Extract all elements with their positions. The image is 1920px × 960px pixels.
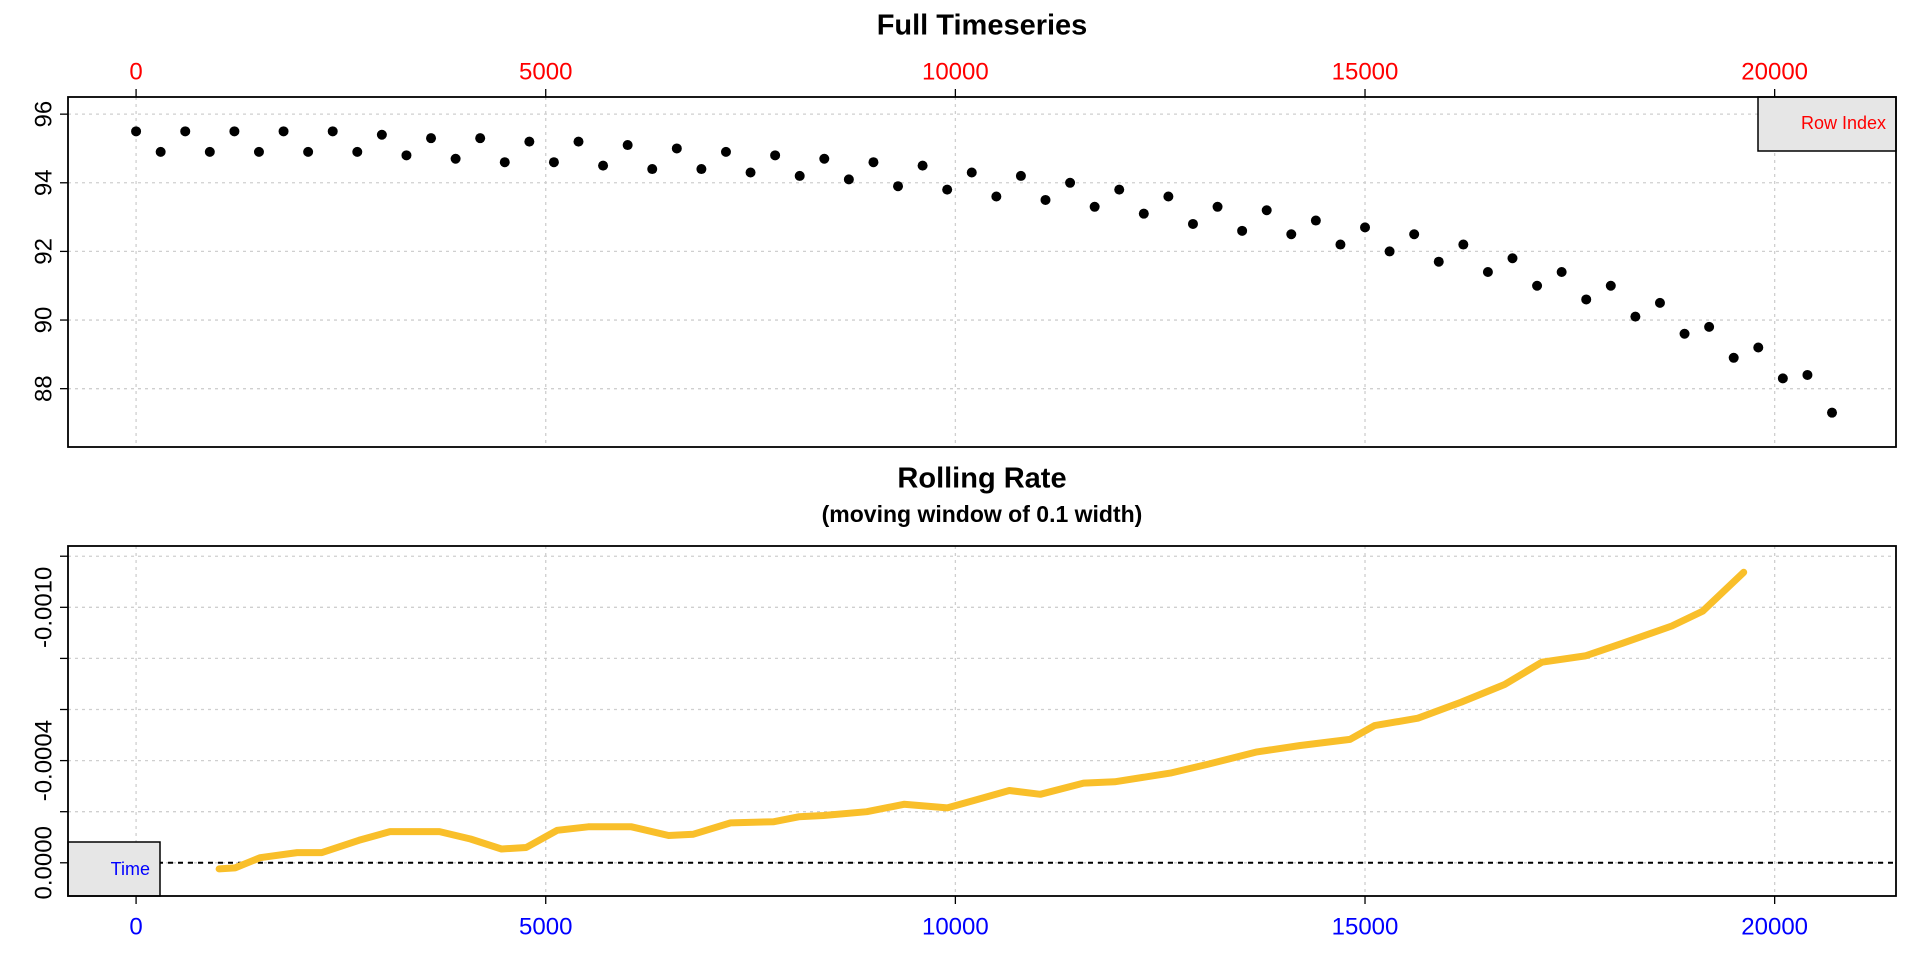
- point: [1728, 352, 1739, 363]
- point: [745, 167, 756, 178]
- point: [1310, 215, 1321, 226]
- y-tick-label: 88: [30, 375, 57, 402]
- point: [1261, 205, 1272, 216]
- point: [352, 146, 363, 157]
- y-tick-label: 92: [30, 238, 57, 265]
- point: [720, 146, 731, 157]
- point: [1286, 229, 1297, 240]
- point: [942, 184, 953, 195]
- point: [1654, 297, 1665, 308]
- point: [1704, 321, 1715, 332]
- x-tick-label: 10000: [922, 913, 989, 940]
- y-tick-label: 0.0000: [30, 826, 57, 899]
- point: [327, 126, 338, 137]
- x-tick-label: 5000: [519, 913, 572, 940]
- point: [1114, 184, 1125, 195]
- point: [1360, 222, 1371, 233]
- point: [671, 143, 682, 154]
- point: [893, 181, 904, 192]
- point: [622, 140, 633, 151]
- point: [1777, 373, 1788, 384]
- chart-subtitle: (moving window of 0.1 width): [822, 501, 1143, 527]
- point: [1335, 239, 1346, 250]
- point: [303, 146, 314, 157]
- point: [1065, 177, 1076, 188]
- y-tick-label: -0.0010: [30, 567, 57, 648]
- point: [1384, 246, 1395, 257]
- x-tick-label: 10000: [922, 58, 989, 85]
- point: [229, 126, 240, 137]
- point: [1556, 267, 1567, 277]
- chart-title: Full Timeseries: [877, 10, 1088, 42]
- point: [401, 150, 412, 161]
- point: [1507, 253, 1518, 264]
- point: [647, 164, 658, 175]
- chart-title: Rolling Rate: [897, 463, 1066, 495]
- point: [204, 146, 215, 157]
- point: [1679, 328, 1690, 339]
- point: [1138, 208, 1149, 219]
- point: [843, 174, 854, 185]
- point: [155, 146, 166, 157]
- point: [1630, 311, 1641, 322]
- line: [215, 568, 1748, 873]
- axis-label: Time: [111, 859, 150, 879]
- label-box: [1757, 96, 1897, 152]
- point: [598, 160, 609, 171]
- point: [573, 136, 584, 147]
- point: [1532, 280, 1543, 291]
- y-tick-label: 90: [30, 307, 57, 334]
- point: [794, 170, 805, 181]
- x-tick-label: 0: [129, 58, 142, 85]
- plot-frame: [67, 545, 1897, 897]
- axis-label: Row Index: [1801, 113, 1886, 133]
- point: [548, 157, 559, 168]
- point: [1015, 170, 1026, 181]
- point: [1040, 194, 1051, 205]
- point: [253, 146, 264, 157]
- point: [770, 150, 781, 161]
- point: [966, 167, 977, 178]
- point: [1163, 191, 1174, 202]
- point: [1237, 225, 1248, 236]
- x-tick-label: 15000: [1332, 913, 1399, 940]
- label-box: [67, 841, 161, 897]
- y-tick-label: -0.0004: [30, 720, 57, 801]
- y-tick-label: 94: [30, 169, 57, 196]
- point: [696, 164, 707, 175]
- point: [991, 191, 1002, 202]
- point: [1802, 369, 1813, 380]
- point: [499, 157, 510, 168]
- point: [475, 133, 486, 144]
- x-tick-label: 15000: [1332, 58, 1399, 85]
- point: [450, 153, 461, 164]
- point: [868, 157, 879, 168]
- point: [376, 129, 387, 140]
- point: [1605, 280, 1616, 291]
- point: [1409, 229, 1420, 240]
- point: [524, 136, 535, 147]
- point: [1089, 201, 1100, 212]
- point: [819, 153, 830, 164]
- point: [1433, 256, 1444, 267]
- point: [1827, 407, 1838, 418]
- point: [1753, 342, 1764, 353]
- point: [1212, 201, 1223, 212]
- point: [917, 160, 928, 171]
- point: [426, 133, 437, 144]
- y-tick-label: 96: [30, 101, 57, 128]
- plot-frame: [67, 96, 1897, 448]
- x-tick-label: 0: [129, 913, 142, 940]
- point: [1187, 218, 1198, 229]
- x-tick-label: 20000: [1741, 58, 1808, 85]
- point: [1482, 267, 1493, 277]
- x-tick-label: 20000: [1741, 913, 1808, 940]
- point: [180, 126, 191, 137]
- point: [1458, 239, 1469, 250]
- x-tick-label: 5000: [519, 58, 572, 85]
- point: [131, 126, 142, 137]
- point: [278, 126, 289, 137]
- point: [1581, 294, 1592, 305]
